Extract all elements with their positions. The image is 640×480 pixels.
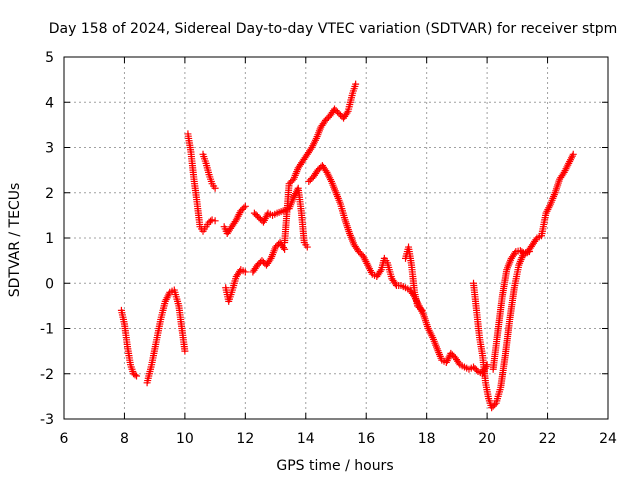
data-point xyxy=(237,207,245,215)
data-point xyxy=(330,105,338,113)
data-points xyxy=(117,80,577,412)
data-point xyxy=(488,404,496,412)
data-point xyxy=(448,351,456,359)
x-axis-label: GPS time / hours xyxy=(276,458,393,474)
data-point xyxy=(491,401,499,409)
x-tick-label: 12 xyxy=(236,431,254,447)
data-point xyxy=(238,205,246,213)
y-tick-label: -1 xyxy=(40,322,54,338)
data-point xyxy=(417,305,425,313)
data-point xyxy=(279,244,287,252)
data-point xyxy=(355,248,363,256)
data-point xyxy=(266,256,274,264)
data-point xyxy=(231,218,239,226)
data-point xyxy=(334,108,342,116)
data-point xyxy=(391,280,399,288)
data-point xyxy=(281,245,289,253)
data-point xyxy=(323,115,331,123)
data-point xyxy=(525,248,533,256)
data-point xyxy=(356,249,364,257)
data-point xyxy=(287,178,295,186)
data-point xyxy=(418,306,426,314)
data-point xyxy=(307,145,315,153)
data-point xyxy=(272,243,280,251)
data-point xyxy=(303,243,311,251)
y-tick-label: 5 xyxy=(45,50,54,66)
data-point xyxy=(253,212,261,220)
data-point xyxy=(322,167,330,175)
data-point xyxy=(133,372,141,380)
data-point xyxy=(306,176,314,184)
x-tick-label: 18 xyxy=(418,431,436,447)
y-tick-label: 0 xyxy=(45,276,54,292)
x-tick-label: 22 xyxy=(539,431,557,447)
y-tick-label: 3 xyxy=(45,141,54,157)
data-point xyxy=(211,184,219,192)
x-tick-label: 8 xyxy=(120,431,129,447)
data-point xyxy=(208,216,216,224)
data-point xyxy=(314,166,322,174)
data-point xyxy=(305,177,313,185)
data-point xyxy=(335,110,343,118)
data-point xyxy=(471,364,479,372)
x-tick-label: 20 xyxy=(478,431,496,447)
data-point xyxy=(376,267,384,275)
data-point xyxy=(414,302,422,310)
data-point xyxy=(285,180,293,188)
chart-title: Day 158 of 2024, Sidereal Day-to-day VTE… xyxy=(49,21,618,37)
data-point xyxy=(131,371,139,379)
data-point xyxy=(240,204,248,212)
data-point xyxy=(255,260,263,268)
y-tick-label: 2 xyxy=(45,186,54,202)
x-tick-label: 24 xyxy=(599,431,617,447)
data-point xyxy=(253,261,261,269)
data-point xyxy=(489,402,497,410)
data-point xyxy=(252,211,260,219)
data-point xyxy=(473,366,481,374)
data-point xyxy=(332,107,340,115)
y-axis-label: SDTVAR / TECUs xyxy=(7,183,23,298)
data-point xyxy=(352,80,360,88)
data-point xyxy=(559,170,567,178)
y-tick-label: 1 xyxy=(45,231,54,247)
data-point xyxy=(211,217,219,225)
y-tick-label: 4 xyxy=(45,95,54,111)
data-point xyxy=(250,209,258,217)
data-point xyxy=(470,363,478,371)
x-tick-label: 16 xyxy=(357,431,375,447)
data-point xyxy=(321,116,329,124)
data-point xyxy=(258,257,266,265)
data-point xyxy=(343,109,351,117)
x-tick-label: 6 xyxy=(60,431,69,447)
data-point xyxy=(569,150,577,158)
series-stpm xyxy=(117,80,577,412)
data-point xyxy=(447,349,455,357)
data-point xyxy=(241,202,249,210)
y-tick-label: -2 xyxy=(40,367,54,383)
x-tick-label: 14 xyxy=(297,431,315,447)
data-point xyxy=(256,215,264,223)
data-point xyxy=(181,347,189,355)
data-point xyxy=(415,303,423,311)
data-point xyxy=(255,214,263,222)
y-tick-label: -3 xyxy=(40,412,54,428)
data-point xyxy=(241,268,249,276)
x-tick-label: 10 xyxy=(176,431,194,447)
